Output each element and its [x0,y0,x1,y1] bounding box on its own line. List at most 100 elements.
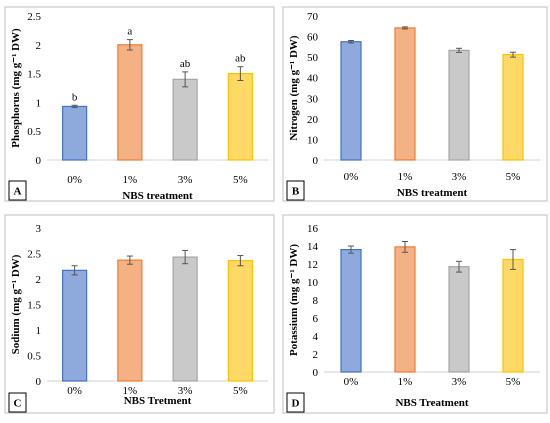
y-tick-label: 30 [307,93,319,105]
chart-panel-b: 0 10 20 30 40 50 60 70 Nitrogen (mg g⁻¹ DW) 0% 1% 3… [282,6,548,202]
y-tick-label: 8 [313,295,319,307]
x-tick-label: 3% [178,385,193,397]
chart-panel-c: 0 0.5 1 1.5 2 2.5 3 Sodium (mg g⁻¹ DW) 0% 1% 3% 5% N… [4,214,275,414]
bar-1pct [394,27,416,161]
y-tick-label: 1.5 [27,300,41,312]
x-axis-title: NBS treatment [122,190,193,202]
x-tick-label: 1% [398,376,413,388]
y-tick-label: 2.5 [27,11,41,23]
y-tick-label: 0.5 [27,351,41,363]
bar-5pct [502,54,524,161]
bar-0pct [62,269,88,382]
bar-5pct [227,260,253,382]
x-tick-label: 5% [233,174,248,186]
y-tick-label: 3 [36,223,42,235]
bar-0pct [62,105,88,161]
y-tick-label: 0 [36,376,42,388]
x-tick-label: 0% [67,385,82,397]
bar-5pct [502,258,524,373]
error-bar [456,260,462,273]
y-tick-label: 40 [307,73,319,85]
error-bar [182,249,189,265]
error-bar [510,249,516,270]
panel-letter: C [14,398,22,410]
x-tick-label: 1% [123,385,138,397]
y-axis-title: Potassium (mg g⁻¹ DW) [288,244,300,356]
y-tick-label: 10 [307,134,319,146]
y-tick-label: 1 [36,97,42,109]
y-tick-label: 0 [313,155,319,167]
y-tick-label: 10 [307,277,319,289]
y-axis-title: Nitrogen (mg g⁻¹ DW) [288,35,300,140]
y-tick-label: 2 [313,349,319,361]
bar-1pct [117,44,143,161]
error-bar [126,255,133,265]
panel-letter: D [292,398,300,410]
bar-3pct [448,49,470,161]
bar-3pct [172,256,198,382]
bar-1pct [117,259,143,382]
y-tick-label: 2 [36,40,42,52]
error-bar [126,39,133,51]
x-tick-label: 0% [344,171,359,183]
y-tick-label: 1.5 [27,69,41,81]
error-bar [71,265,78,276]
x-tick-label: 5% [506,376,521,388]
y-tick-label: 2.5 [27,249,41,261]
panel-letter: B [292,186,300,198]
bar-3pct [172,78,198,161]
error-bar [182,71,189,88]
y-tick-label: 0 [313,367,319,379]
error-bar [402,26,408,30]
y-tick-label: 1 [36,325,42,337]
error-bar [71,104,78,109]
x-axis-title: NBS Treatment [395,397,468,409]
x-axis-title: NBS Tretment [124,395,192,407]
y-tick-label: 6 [313,313,319,325]
x-tick-label: 0% [344,376,359,388]
error-bar [237,255,244,267]
error-bar [237,66,244,82]
x-tick-label: 0% [67,174,82,186]
x-tick-label: 3% [452,376,467,388]
y-axis-title: Phosphorus (mg g⁻¹ DW) [10,28,22,148]
x-tick-label: 3% [452,171,467,183]
x-axis-title: NBS treatment [397,187,468,199]
bar-0pct [340,41,362,161]
y-tick-label: 14 [307,241,319,253]
x-tick-label: 5% [506,171,521,183]
bar-3pct [448,266,470,373]
bar-0pct [340,249,362,373]
y-tick-label: 50 [307,52,319,64]
error-bar [456,47,462,53]
y-tick-label: 60 [307,32,319,44]
y-tick-label: 4 [313,331,319,343]
y-tick-label: 20 [307,114,319,126]
significance-letter: ab [180,58,191,70]
panel-letter: A [14,186,22,198]
x-tick-label: 3% [178,174,193,186]
y-tick-label: 0.5 [27,126,41,138]
error-bar [402,241,408,253]
significance-letter: ab [235,53,246,65]
x-tick-label: 5% [233,385,248,397]
bar-1pct [394,246,416,373]
y-tick-label: 70 [307,11,319,23]
panel-letter-box [286,392,305,413]
y-tick-label: 16 [307,223,319,235]
chart-panel-d: 0 2 4 6 8 10 12 14 16 Potassium (mg g⁻¹ DW) 0% 1% 3%… [282,214,548,414]
error-bar [348,39,354,44]
panel-letter-box [8,392,27,413]
chart-panel-a: 0 0.5 1 1.5 2 2.5 Phosphorus (mg g⁻¹ DW) b 0% a 1%… [4,6,275,202]
bar-5pct [227,72,253,161]
error-bar [510,51,516,58]
y-tick-label: 0 [36,155,42,167]
panel-letter-box [8,180,27,201]
error-bar [348,245,354,254]
significance-letter: b [72,91,78,103]
x-tick-label: 1% [123,174,138,186]
y-tick-label: 2 [36,274,42,286]
panel-letter-box [286,180,305,201]
